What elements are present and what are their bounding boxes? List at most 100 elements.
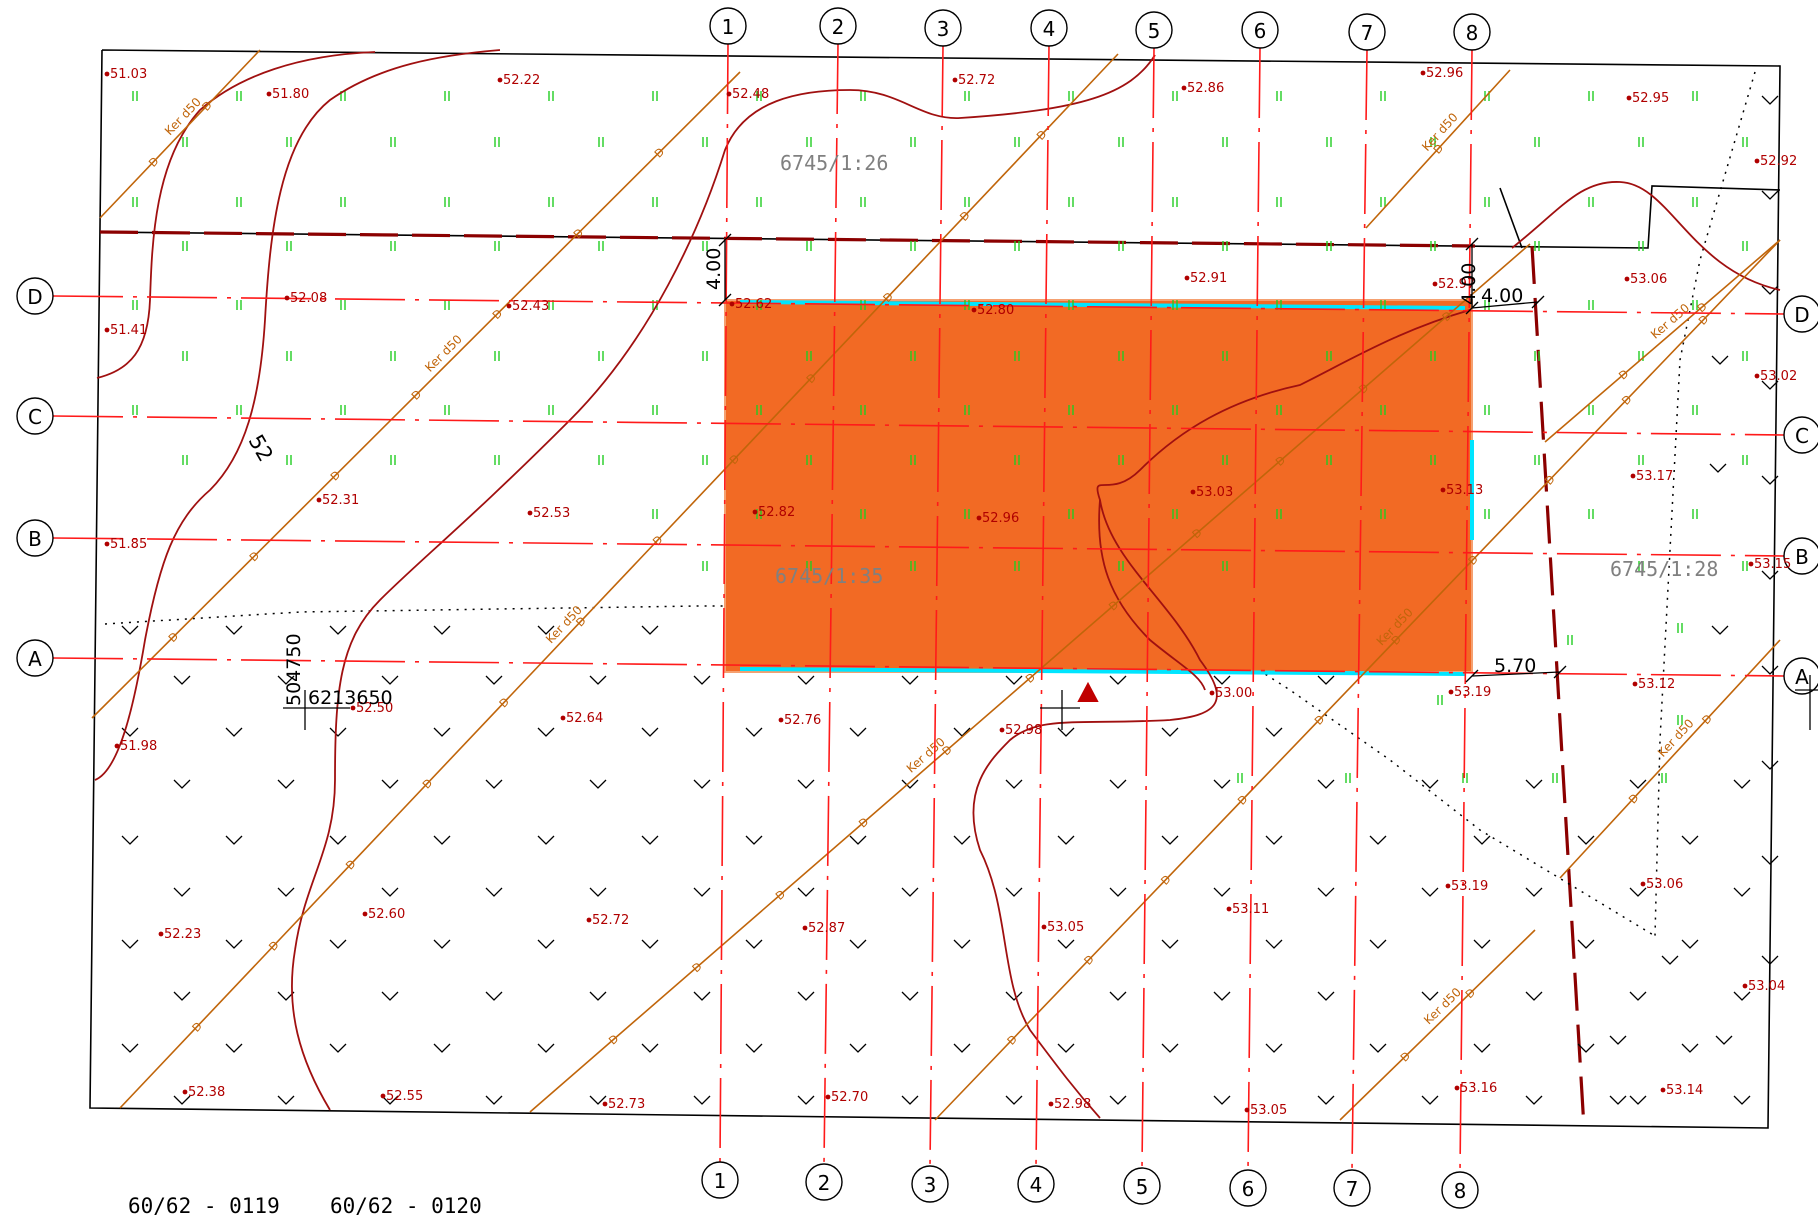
grass-symbol-icon: [1430, 351, 1436, 361]
elevation-point-icon: [1181, 85, 1187, 91]
grid-bubble-label: 5: [1148, 19, 1161, 43]
grass-symbol-icon: [1567, 635, 1573, 645]
grass-symbol-icon: [1014, 241, 1020, 251]
meadow-symbols: [121, 95, 1779, 1105]
grass-symbol-icon: [598, 455, 604, 465]
spot-elevation: 52.72: [586, 913, 629, 928]
meadow-symbol-icon: [277, 1095, 295, 1105]
meadow-symbol-icon: [901, 779, 919, 789]
meadow-symbol-icon: [953, 835, 971, 845]
meadow-symbol-icon: [381, 991, 399, 1001]
meadow-symbol-icon: [693, 1095, 711, 1105]
grass-symbol-icon: [1638, 561, 1644, 571]
grid-bubble-label: 4: [1030, 1173, 1043, 1197]
elevation-point-icon: [952, 77, 958, 83]
grass-symbol-icon: [1692, 197, 1698, 207]
elevation-label: 52.50: [356, 701, 393, 716]
meadow-symbol-icon: [1761, 955, 1779, 965]
grass-symbol-icon: [910, 241, 916, 251]
grid-bubble-A-left: A: [16, 639, 54, 677]
grid-bubble-D-left: D: [16, 277, 54, 315]
grid-bubble-B-left: B: [16, 519, 54, 557]
meadow-symbol-icon: [1761, 855, 1779, 865]
elevation-point-icon: [1190, 489, 1196, 495]
elevation-point-icon: [999, 727, 1005, 733]
elevation-point-icon: [825, 1094, 831, 1100]
meadow-symbol-icon: [1005, 991, 1023, 1001]
grid-bubble-C-right: C: [1783, 416, 1818, 454]
meadow-symbol-icon: [849, 939, 867, 949]
grid-line-D: [52, 295, 1785, 315]
meadow-symbol-icon: [1473, 835, 1491, 845]
grass-symbol-icon: [1068, 91, 1074, 101]
grass-symbol-icon: [1661, 773, 1667, 783]
grass-symbol-icon: [910, 561, 916, 571]
elevation-point-icon: [266, 91, 272, 97]
grass-symbol-icon: [1692, 405, 1698, 415]
elevation-point-icon: [586, 917, 592, 923]
grid-bubble-B-right: B: [1783, 537, 1818, 575]
elevation-label: 52.91: [1190, 271, 1227, 286]
grid-bubble-label: 7: [1361, 21, 1374, 45]
grass-symbol-icon: [1014, 455, 1020, 465]
elevation-label: 52.53: [533, 506, 570, 521]
elevation-point-icon: [1420, 70, 1426, 76]
meadow-symbol-icon: [745, 727, 763, 737]
grass-symbol-icon: [1118, 241, 1124, 251]
spot-elevation: 53.12: [1632, 677, 1675, 692]
meadow-symbol-icon: [1005, 887, 1023, 897]
meadow-symbol-icon: [641, 727, 659, 737]
contour-line: [1511, 181, 1781, 291]
dimension-label: 4.00: [1481, 285, 1523, 307]
elevation-point-icon: [1626, 95, 1632, 101]
elevation-point-icon: [362, 911, 368, 917]
parcel-label-north: 6745/1:26: [780, 151, 888, 175]
spot-elevation: 51.98: [114, 739, 157, 754]
meadow-symbol-icon: [537, 1043, 555, 1053]
grass-symbol-icon: [1326, 241, 1332, 251]
grass-symbol-icon: [964, 509, 970, 519]
elevation-label: 52.64: [566, 711, 603, 726]
elevation-label: 52.23: [164, 927, 201, 942]
meadow-symbol-icon: [1317, 1095, 1335, 1105]
elevation-label: 53.05: [1250, 1103, 1287, 1118]
meadow-symbol-icon: [1265, 1043, 1283, 1053]
grass-symbol-icon: [494, 455, 500, 465]
meadow-symbol-icon: [1681, 1043, 1699, 1053]
elevation-point-icon: [104, 541, 110, 547]
grass-symbol-icon: [1068, 405, 1074, 415]
spot-elevation: 53.04: [1742, 979, 1785, 994]
grass-symbol-icon: [806, 561, 812, 571]
meadow-symbol-icon: [537, 625, 555, 635]
meadow-symbol-icon: [329, 939, 347, 949]
meadow-symbol-icon: [1577, 835, 1595, 845]
meadow-symbol-icon: [1661, 955, 1679, 965]
elevation-label: 53.12: [1638, 677, 1675, 692]
grass-symbol-icon: [652, 197, 658, 207]
grass-symbol-icon: [340, 197, 346, 207]
grass-symbol-icon: [1484, 509, 1490, 519]
drain-pipe: [1365, 69, 1511, 229]
grass-symbol-icon: [1692, 300, 1698, 310]
dimension-label: 4.00: [1458, 263, 1480, 305]
elevation-label: 52.96: [1426, 66, 1463, 81]
elevation-point-icon: [1432, 281, 1438, 287]
meadow-symbol-icon: [589, 887, 607, 897]
grass-symbol-icon: [1742, 561, 1748, 571]
spot-elevation: 53.11: [1226, 902, 1269, 917]
meadow-symbol-icon: [1761, 95, 1779, 105]
elevation-label: 52.73: [608, 1097, 645, 1112]
elevation-label: 52.96: [982, 511, 1019, 526]
meadow-symbol-icon: [693, 675, 711, 685]
grass-symbol-icon: [236, 405, 242, 415]
meadow-symbol-icon: [901, 887, 919, 897]
meadow-symbol-icon: [121, 939, 139, 949]
meadow-symbol-icon: [1681, 835, 1699, 845]
spot-elevation: 53.05: [1041, 920, 1084, 935]
grass-symbol-icon: [1380, 509, 1386, 519]
meadow-symbol-icon: [1213, 887, 1231, 897]
elevation-point-icon: [1630, 473, 1636, 479]
grass-symbol-icon: [548, 405, 554, 415]
grass-symbol-icon: [1172, 91, 1178, 101]
grass-symbol-icon: [1462, 773, 1468, 783]
